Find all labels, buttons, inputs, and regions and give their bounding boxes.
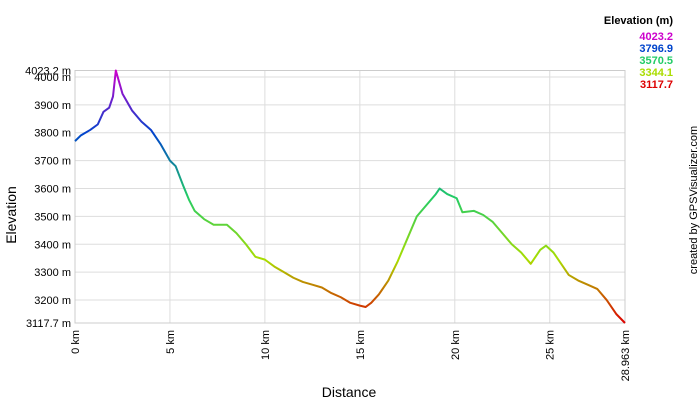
x-tick-label: 0 km bbox=[70, 330, 82, 354]
elevation-line bbox=[74, 69, 626, 324]
x-tick-label: 20 km bbox=[450, 330, 462, 360]
plot-frame bbox=[74, 70, 626, 324]
legend-value: 3117.7 bbox=[640, 79, 673, 91]
x-tick-label: 10 km bbox=[260, 330, 272, 360]
y-axis-title: Elevation bbox=[3, 186, 19, 244]
legend-value: 3570.5 bbox=[639, 55, 673, 67]
y-tick-label: 3900 m bbox=[34, 100, 71, 112]
legend-value: 4023.2 bbox=[639, 31, 673, 43]
legend-title: Elevation (m) bbox=[604, 15, 673, 27]
y-tick-label: 3700 m bbox=[34, 156, 71, 168]
x-tick-label: 28.963 km bbox=[620, 330, 632, 381]
x-tick-label: 15 km bbox=[355, 330, 367, 360]
y-tick-label: 3500 m bbox=[34, 211, 71, 223]
credit: created by GPSVisualizer.com bbox=[688, 126, 700, 274]
y-tick-label: 3200 m bbox=[34, 295, 71, 307]
x-tick-label: 5 km bbox=[165, 330, 177, 354]
y-tick-label: 3300 m bbox=[34, 267, 71, 279]
y-tick-label: 4000 m bbox=[34, 72, 71, 84]
y-tick-label: 3800 m bbox=[34, 128, 71, 140]
x-tick-label: 25 km bbox=[545, 330, 557, 360]
y-tick-label: 3117.7 m bbox=[26, 318, 71, 330]
legend-value: 3796.9 bbox=[639, 43, 673, 55]
legend-value: 3344.1 bbox=[639, 67, 673, 79]
y-tick-label: 4023.2 m bbox=[25, 66, 71, 78]
y-tick-label: 3600 m bbox=[34, 184, 71, 196]
y-tick-label: 3400 m bbox=[34, 239, 71, 251]
x-axis-title: Distance bbox=[322, 384, 377, 400]
